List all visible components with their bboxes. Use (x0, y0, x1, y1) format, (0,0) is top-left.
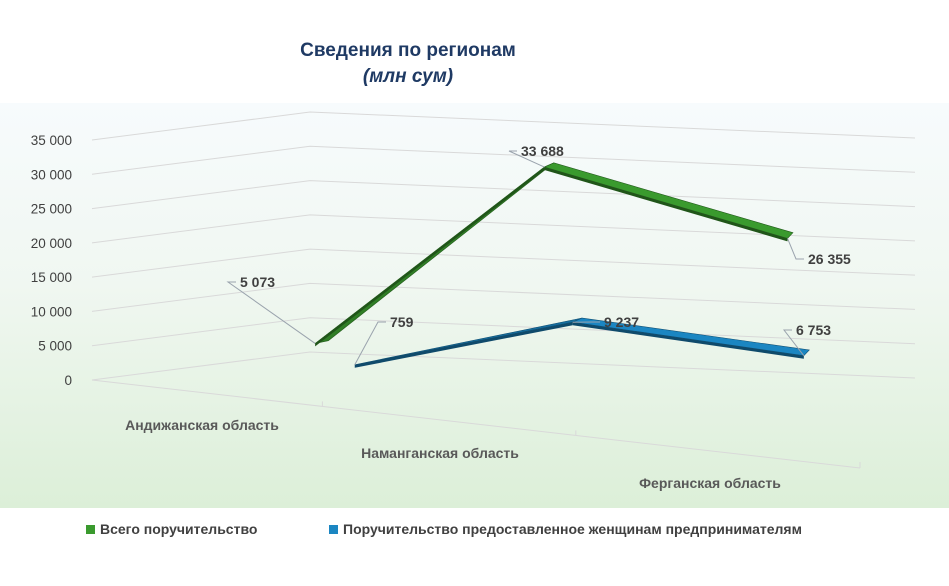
data-label: 759 (390, 314, 414, 330)
floor-edge (91, 379, 861, 469)
data-label-leader (782, 329, 805, 357)
legend-label: Всего поручительство (100, 521, 257, 537)
y-tick-label: 35 000 (31, 133, 72, 148)
series-segment-edge (315, 167, 545, 347)
gridline (91, 180, 916, 210)
data-label-leader (787, 238, 804, 260)
x-category-label: Андижанская область (125, 417, 279, 433)
data-label-leader (508, 150, 545, 168)
gridline (91, 111, 916, 141)
data-label: 6 753 (796, 322, 831, 338)
gridline (91, 145, 916, 175)
legend-label: Поручительство предоставленное женщинам … (343, 521, 802, 537)
data-label-leader (354, 321, 386, 366)
y-tick-label: 30 000 (31, 167, 72, 182)
plot-background (0, 103, 949, 508)
data-label: 5 073 (240, 274, 275, 290)
data-label: 33 688 (521, 143, 564, 159)
y-tick-label: 0 (64, 373, 72, 388)
x-category-label: Ферганская область (639, 475, 781, 491)
y-tick-label: 25 000 (31, 202, 72, 217)
y-tick-label: 20 000 (31, 236, 72, 251)
chart-subtitle: (млн сум) (362, 66, 454, 87)
chart-title: Сведения по регионам (300, 40, 516, 61)
data-label-leader (226, 281, 316, 344)
x-category-label: Наманганская область (361, 445, 519, 461)
gridline (91, 317, 916, 347)
series-segment-edge (544, 167, 788, 242)
data-label: 26 355 (808, 251, 851, 267)
series-segment (543, 162, 794, 239)
data-label: 9 237 (604, 314, 639, 330)
gridline (91, 248, 916, 278)
gridline (91, 282, 916, 312)
legend-swatch (86, 525, 95, 534)
y-tick-label: 15 000 (31, 270, 72, 285)
gridline (91, 214, 916, 244)
y-tick-label: 5 000 (38, 339, 72, 354)
legend-swatch (329, 525, 338, 534)
series-segment-edge (354, 322, 573, 368)
series-segment-edge (572, 322, 804, 359)
y-tick-label: 10 000 (31, 304, 72, 319)
gridline (91, 351, 916, 381)
